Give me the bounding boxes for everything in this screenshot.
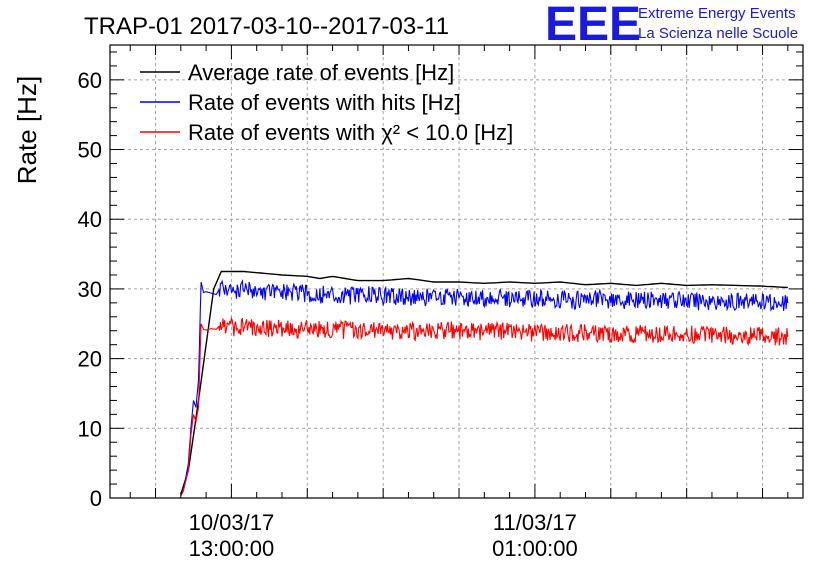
chart-title: TRAP-01 2017-03-10--2017-03-11	[84, 13, 449, 40]
legend: Average rate of events [Hz] Rate of event…	[140, 60, 513, 145]
x-tick-label-time: 01:00:00	[492, 536, 578, 561]
series-line-3	[180, 316, 789, 497]
y-tick-label: 20	[78, 347, 102, 372]
plot-frame	[109, 44, 804, 499]
y-tick-label: 40	[78, 207, 102, 232]
x-tick-label-date: 10/03/17	[189, 510, 275, 535]
y-tick-label: 10	[78, 416, 102, 441]
logo-mark: EEE	[545, 0, 641, 51]
logo: EEE Extreme Energy Events La Scienza nel…	[545, 0, 798, 51]
series-line-1	[180, 270, 788, 495]
y-axis-label: Rate [Hz]	[12, 76, 42, 184]
logo-line-1: Extreme Energy Events	[638, 5, 796, 22]
x-tick-label-time: 13:00:00	[189, 536, 275, 561]
logo-line-2: La Scienza nelle Scuole	[638, 25, 798, 42]
series-line-2	[180, 279, 789, 495]
legend-label-2: Rate of events with hits [Hz]	[188, 90, 461, 115]
y-tick-label: 30	[78, 277, 102, 302]
y-tick-label: 0	[90, 486, 102, 511]
y-tick-label: 60	[78, 68, 102, 93]
series-layer	[180, 270, 789, 497]
x-tick-label-date: 11/03/17	[493, 510, 577, 535]
legend-label-3: Rate of events with χ² < 10.0 [Hz]	[188, 120, 513, 145]
y-tick-label: 50	[78, 138, 102, 163]
legend-label-1: Average rate of events [Hz]	[188, 60, 454, 85]
